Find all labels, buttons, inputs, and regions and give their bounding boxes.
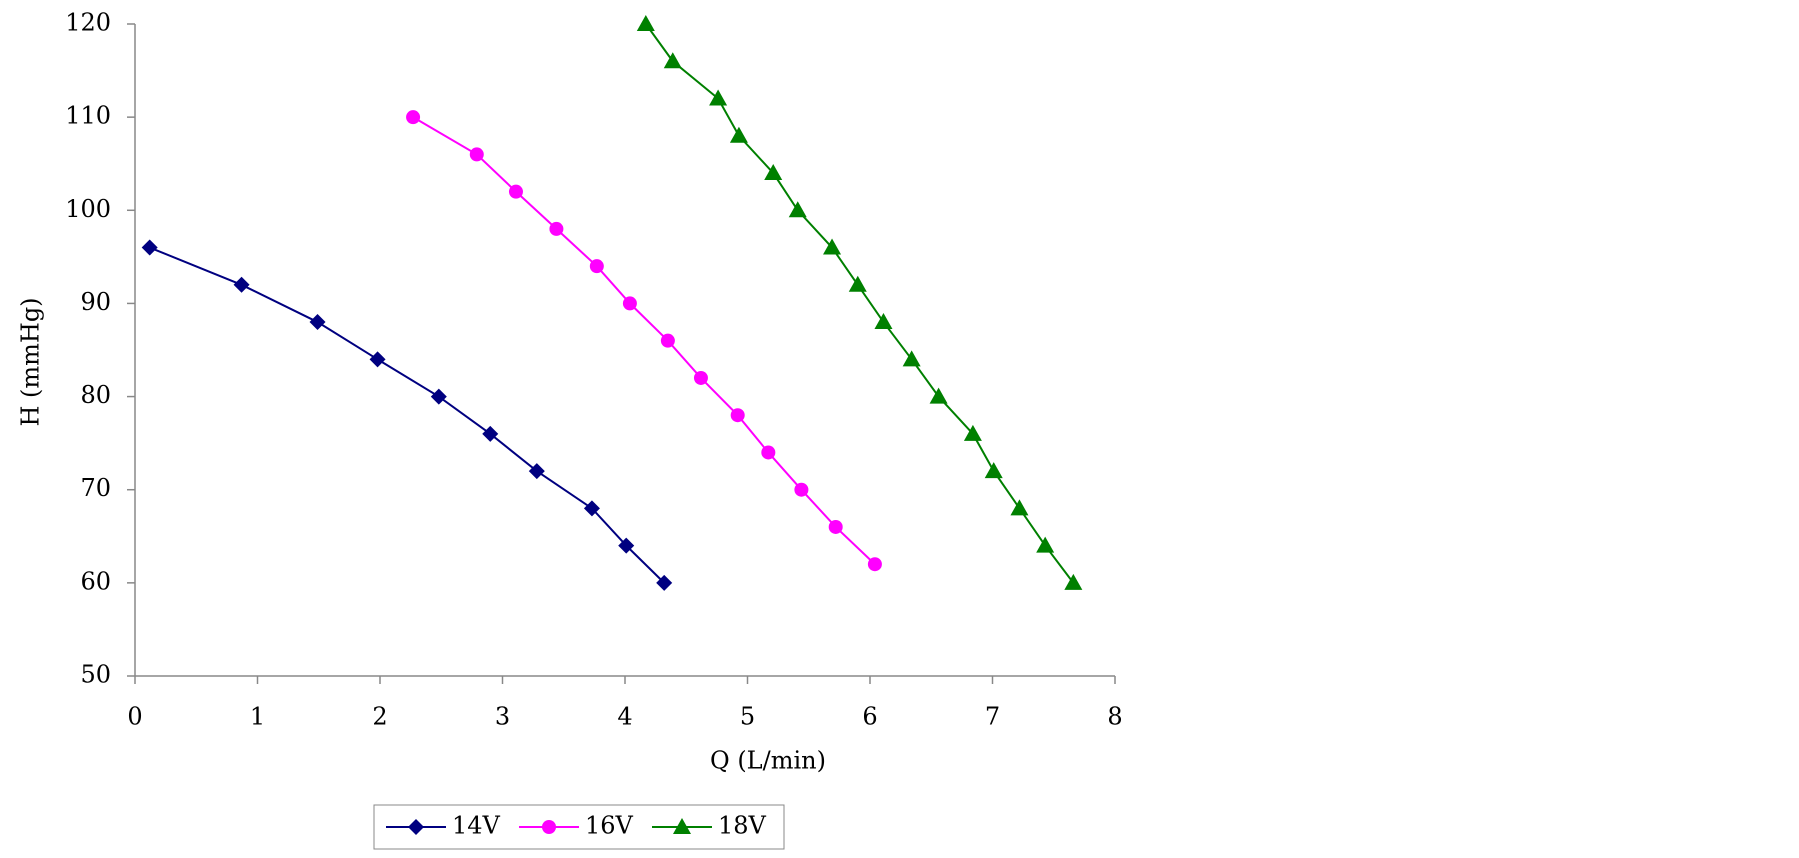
y-tick-label: 100 <box>65 195 111 223</box>
data-point <box>693 370 708 385</box>
data-point <box>549 221 564 236</box>
data-point <box>656 574 673 591</box>
series-line <box>645 23 1075 584</box>
data-point <box>482 425 499 442</box>
data-point <box>1036 536 1055 553</box>
data-point <box>823 238 842 255</box>
data-point <box>660 333 675 348</box>
y-axis-label: H (mmHg) <box>17 297 45 426</box>
data-point <box>663 52 682 69</box>
x-tick-label: 3 <box>495 703 510 731</box>
x-tick-label: 6 <box>862 703 877 731</box>
data-point <box>902 350 921 367</box>
y-tick-label: 60 <box>80 567 111 595</box>
series-line <box>412 116 876 565</box>
x-tick-label: 4 <box>617 703 632 731</box>
data-point <box>309 314 326 331</box>
data-point <box>141 239 158 256</box>
data-point <box>848 275 867 292</box>
data-point <box>583 500 600 517</box>
legend-marker <box>408 819 424 835</box>
data-point <box>636 15 655 31</box>
data-point <box>430 388 447 405</box>
data-point <box>764 164 783 181</box>
data-point <box>528 463 545 480</box>
data-point <box>1010 499 1029 516</box>
legend-marker <box>673 818 691 834</box>
legend-label: 18V <box>718 812 767 840</box>
x-axis-label: Q (L/min) <box>710 747 826 775</box>
y-tick-label: 80 <box>80 381 111 409</box>
data-point <box>406 110 421 125</box>
series-line <box>149 246 665 584</box>
data-point <box>874 313 893 330</box>
data-point <box>369 351 386 368</box>
data-point <box>508 184 523 199</box>
data-point <box>622 296 637 311</box>
y-tick-label: 90 <box>80 288 111 316</box>
data-point <box>788 201 807 218</box>
data-point <box>828 519 843 534</box>
legend-label: 16V <box>585 812 634 840</box>
y-tick-label: 50 <box>80 661 111 689</box>
data-point <box>729 126 748 143</box>
x-tick-label: 7 <box>985 703 1000 731</box>
data-point <box>589 259 604 274</box>
data-point <box>730 408 745 423</box>
y-tick-label: 120 <box>65 9 111 37</box>
data-point <box>929 387 948 404</box>
data-point <box>709 89 728 106</box>
data-point <box>469 147 484 162</box>
x-tick-label: 5 <box>740 703 755 731</box>
data-point <box>963 424 982 441</box>
data-point <box>867 557 882 572</box>
data-point <box>618 537 635 554</box>
x-tick-label: 0 <box>127 703 142 731</box>
x-tick-label: 8 <box>1107 703 1122 731</box>
x-tick-label: 1 <box>250 703 265 731</box>
data-point <box>233 276 250 293</box>
y-tick-label: 110 <box>65 102 111 130</box>
data-point <box>984 462 1003 479</box>
data-point <box>1064 573 1083 590</box>
data-point <box>761 445 776 460</box>
data-point <box>794 482 809 497</box>
legend-marker <box>542 820 556 834</box>
legend-label: 14V <box>452 812 501 840</box>
x-tick-label: 2 <box>372 703 387 731</box>
y-tick-label: 70 <box>80 474 111 502</box>
